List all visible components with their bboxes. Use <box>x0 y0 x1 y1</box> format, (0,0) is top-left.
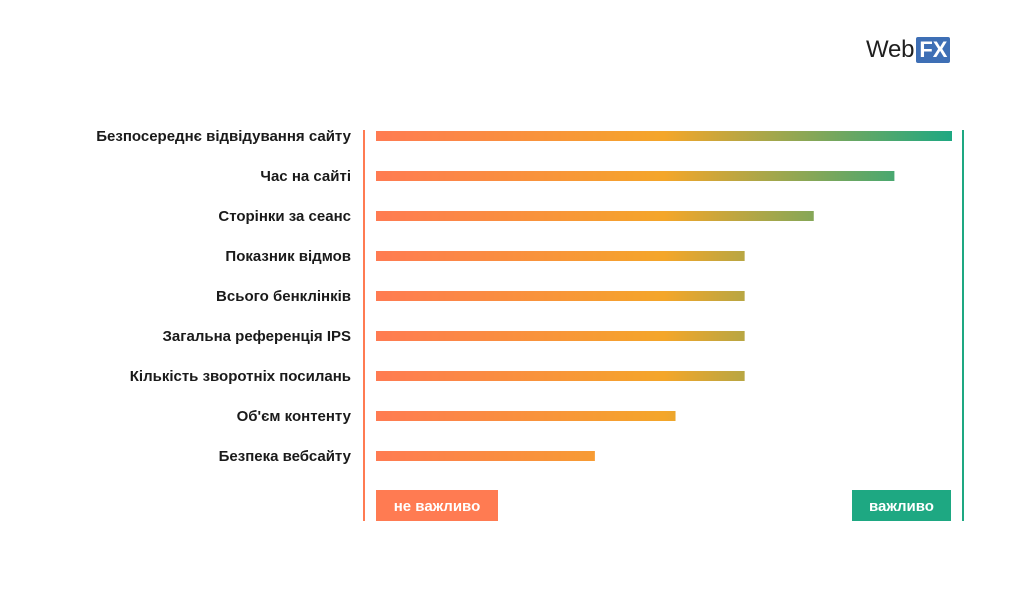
logo-box: FX <box>916 37 951 63</box>
category-labels-group: Безпосереднє відвідування сайту Час на са… <box>96 128 351 465</box>
webfx-logo: Web FX <box>866 36 951 64</box>
bar <box>376 411 676 421</box>
legend-high: важливо <box>852 490 951 521</box>
bar <box>376 251 745 261</box>
bar <box>376 371 745 381</box>
legend-low-label: не важливо <box>394 498 481 515</box>
bar <box>376 131 952 141</box>
category-label: Час на сайті <box>260 168 351 185</box>
category-label: Показник відмов <box>225 248 351 265</box>
bar <box>376 451 595 461</box>
logo-text: Web <box>866 36 915 63</box>
category-label: Безпека вебсайту <box>219 448 352 465</box>
category-label: Кількість зворотніх посилань <box>130 368 351 385</box>
category-label: Всього бенклінків <box>216 288 351 305</box>
bar <box>376 171 895 181</box>
bar <box>376 211 814 221</box>
bars-group <box>376 131 952 461</box>
legend-high-box <box>852 490 951 521</box>
bar <box>376 331 745 341</box>
category-label: Сторінки за сеанс <box>218 208 351 225</box>
bar <box>376 291 745 301</box>
category-label: Безпосереднє відвідування сайту <box>96 128 351 145</box>
legend-low: не важливо <box>376 490 498 521</box>
category-label: Об'єм контенту <box>237 408 352 425</box>
legend-high-label: важливо <box>869 498 934 515</box>
category-label: Загальна референція IPS <box>163 328 351 345</box>
legend-low-box <box>376 490 498 521</box>
